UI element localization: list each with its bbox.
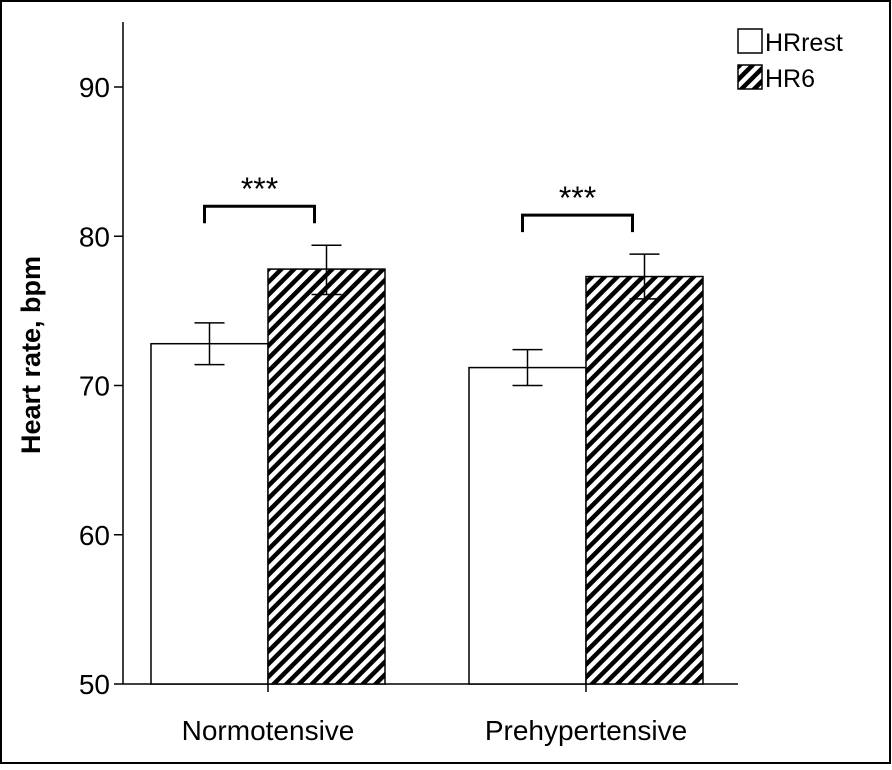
legend-label-hr6: HR6 [765, 65, 815, 93]
x-tick-label-normotensive: Normotensive [182, 715, 355, 746]
y-tick-label-50: 50 [79, 669, 110, 700]
bar-hrrest-prehypertensive [468, 366, 587, 685]
x-tick-label-prehypertensive: Prehypertensive [485, 715, 687, 746]
y-axis-label: Heart rate, bpm [16, 256, 46, 454]
significance-label-normotensive: *** [241, 171, 278, 207]
plot-area: 50 60 70 80 90 Normotensive *** Prehypertensive… [79, 22, 738, 746]
bar-hr6-prehypertensive [585, 275, 704, 685]
legend-label-hrrest: HRrest [765, 29, 843, 57]
y-tick-label-70: 70 [79, 371, 110, 402]
y-tick-label-80: 80 [79, 221, 110, 252]
legend: HRrest HR6 [737, 28, 843, 93]
y-tick-label-60: 60 [79, 520, 110, 551]
significance-label-prehypertensive: *** [559, 180, 596, 216]
y-tick-label-90: 90 [79, 72, 110, 103]
bar-hrrest-normotensive [150, 342, 269, 685]
legend-swatch-hrrest [737, 28, 763, 54]
significance-bracket-normotensive [203, 204, 316, 224]
significance-bracket-prehypertensive [521, 213, 634, 233]
bar-hr6-normotensive [267, 268, 386, 685]
legend-swatch-hr6 [737, 64, 763, 90]
